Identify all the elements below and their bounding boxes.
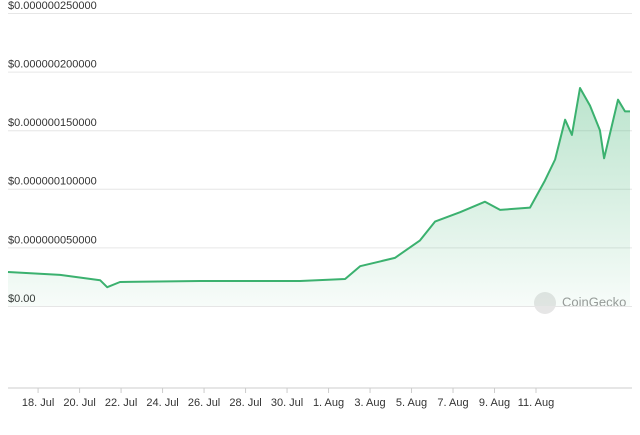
- x-tick-label: 20. Jul: [63, 397, 95, 409]
- y-tick-label: $0.000000150000: [8, 117, 97, 129]
- x-tick-label: 9. Aug: [479, 397, 510, 409]
- y-tick-label: $0.000000250000: [8, 0, 97, 12]
- x-tick-label: 18. Jul: [22, 397, 54, 409]
- x-tick-label: 11. Aug: [518, 397, 555, 409]
- x-tick-label: 30. Jul: [271, 397, 303, 409]
- x-tick-label: 24. Jul: [146, 397, 178, 409]
- x-tick-label: 5. Aug: [396, 397, 427, 409]
- x-tick-label: 26. Jul: [188, 397, 220, 409]
- x-tick-label: 3. Aug: [354, 397, 385, 409]
- x-tick-label: 1. Aug: [313, 397, 344, 409]
- y-tick-label: $0.000000100000: [8, 176, 97, 188]
- x-tick-label: 22. Jul: [105, 397, 137, 409]
- x-tick-label: 28. Jul: [229, 397, 261, 409]
- y-tick-label: $0.000000050000: [8, 234, 97, 246]
- y-tick-label: $0.000000200000: [8, 59, 97, 71]
- x-tick-label: 7. Aug: [437, 397, 468, 409]
- price-line: [7, 87, 630, 289]
- area: [8, 88, 630, 306]
